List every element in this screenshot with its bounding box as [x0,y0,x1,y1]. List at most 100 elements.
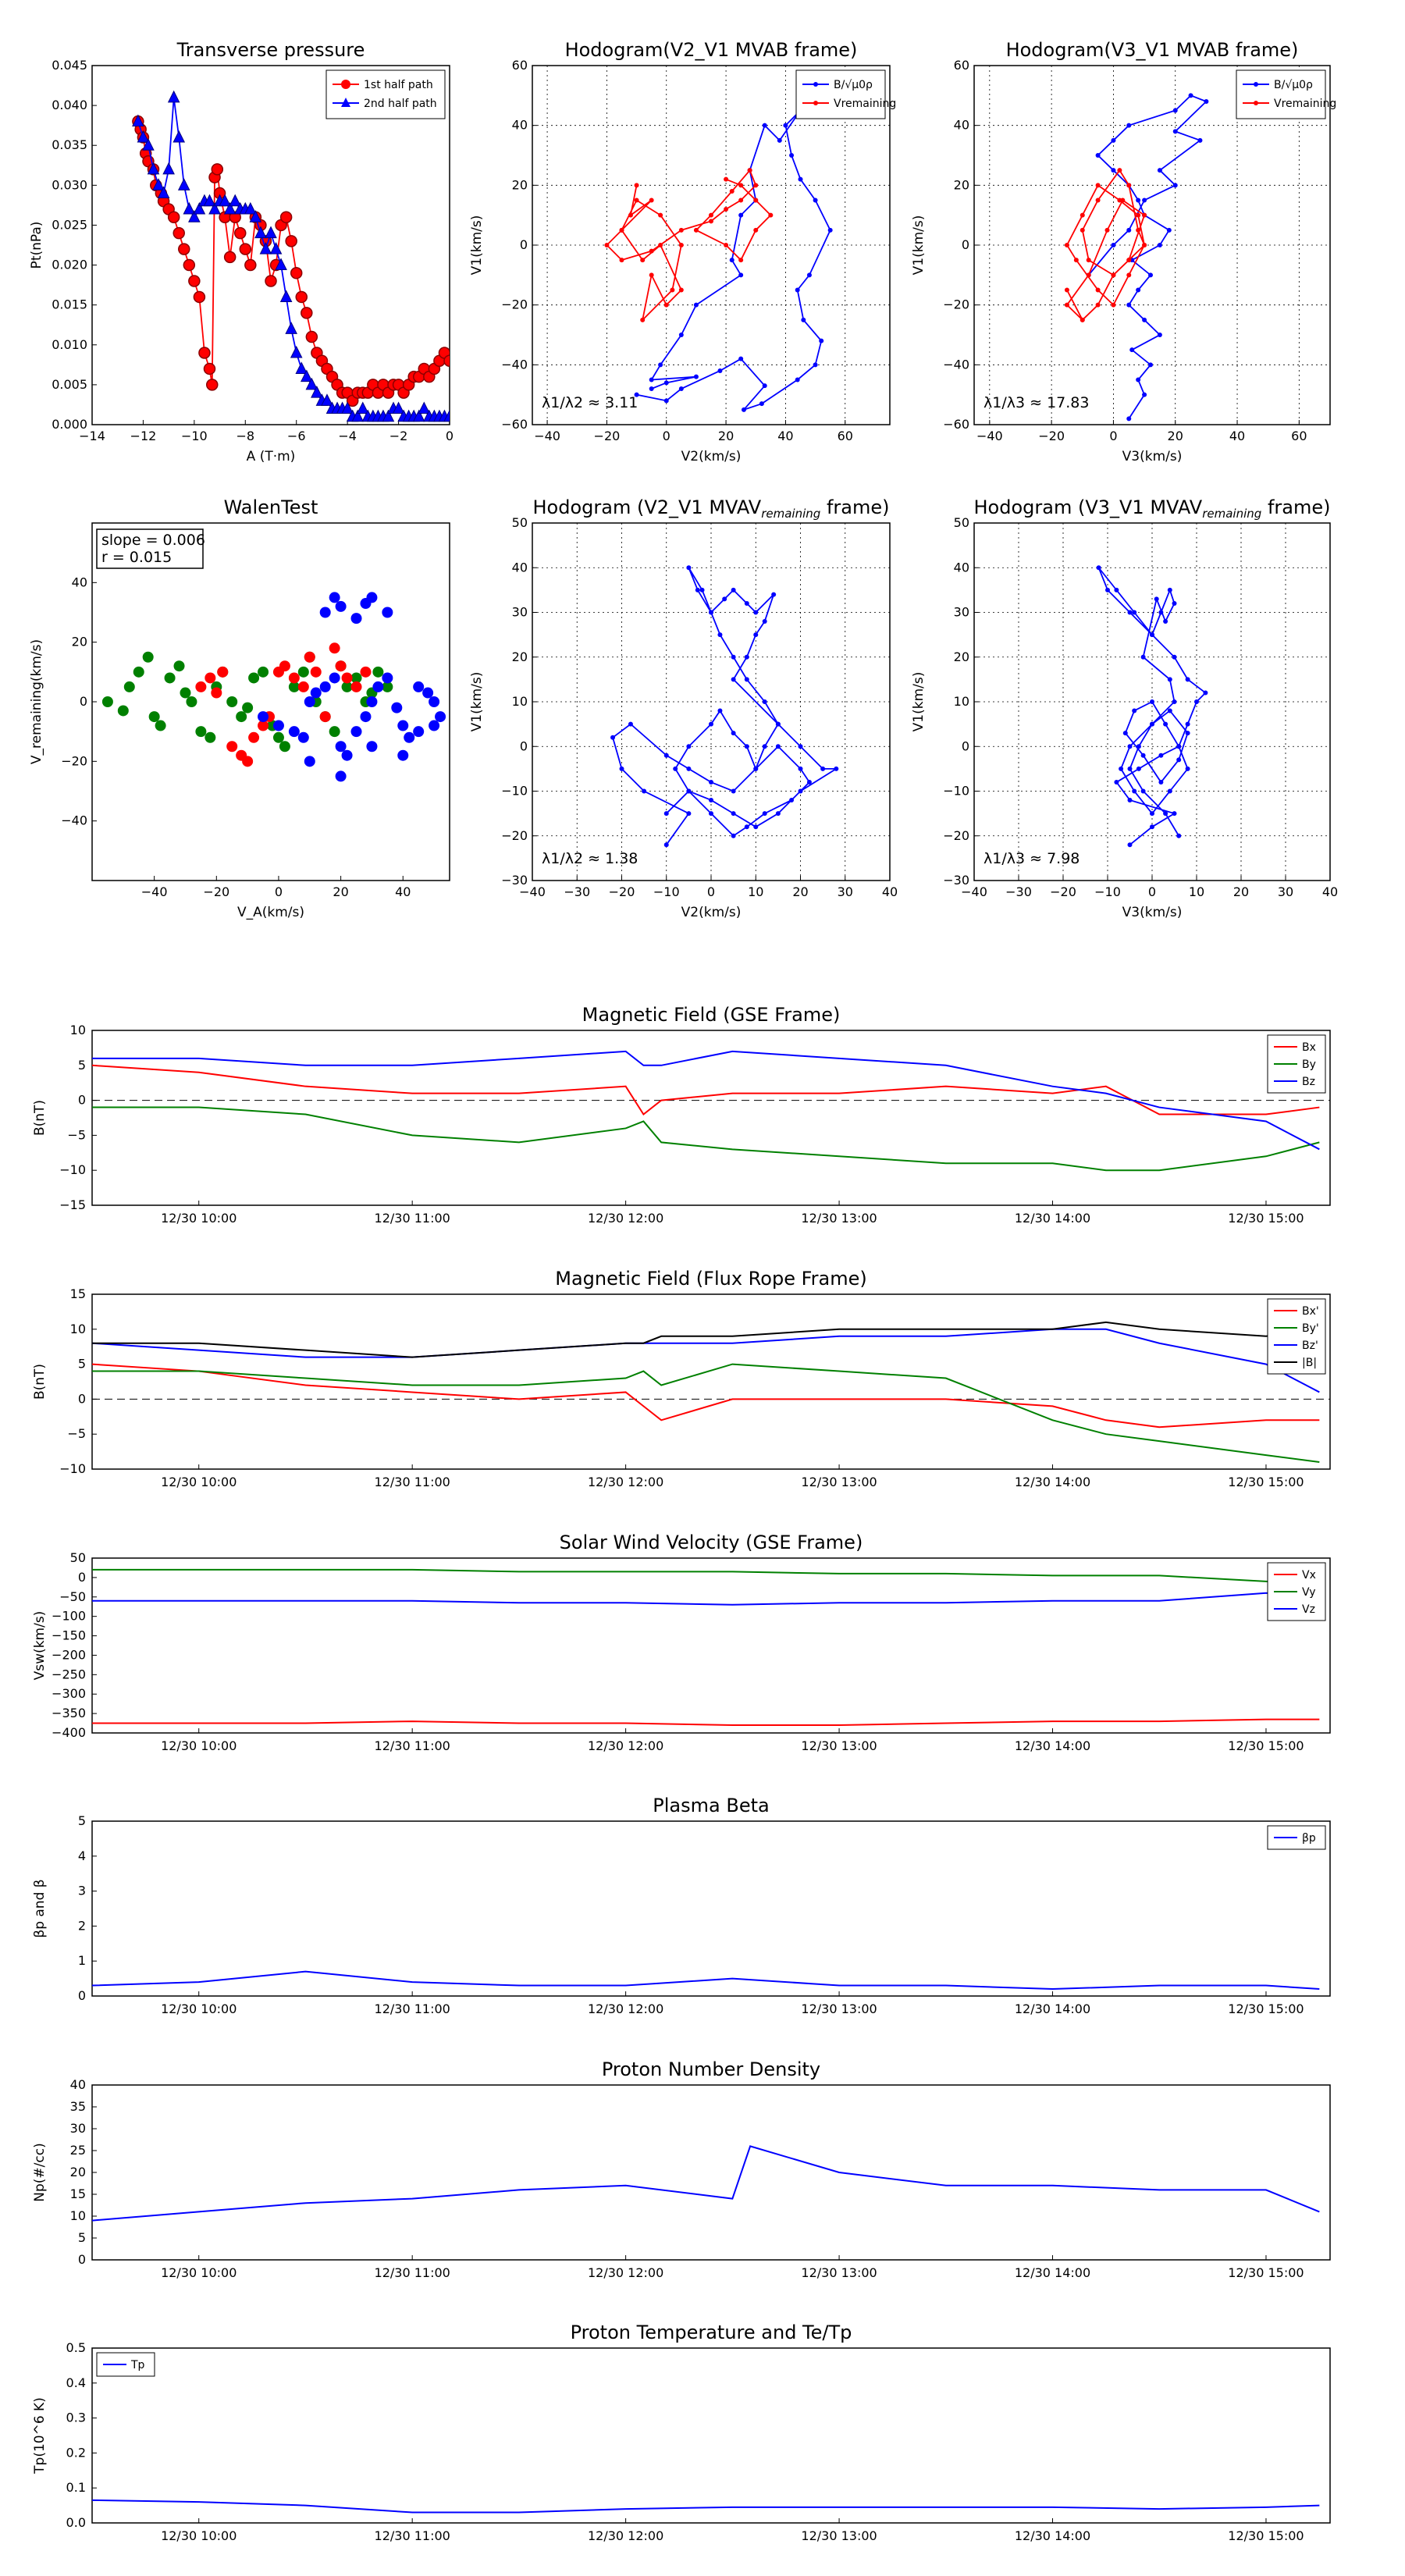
data-point [397,720,409,731]
data-point [366,696,378,707]
y-tick-label: −350 [52,1706,86,1720]
data-point [658,243,663,247]
data-point [1167,788,1172,794]
data-point [1142,197,1147,203]
x-tick-label: 12/30 14:00 [1015,1475,1090,1489]
data-point [1127,610,1133,615]
data-point [285,322,297,334]
data-point [382,409,395,422]
x-tick-label: 0 [275,884,283,899]
y-tick-label: −10 [59,1162,86,1177]
data-point [258,711,269,723]
x-tick-label: 12/30 15:00 [1228,1211,1304,1226]
y-axis-label: V1(km/s) [469,672,485,732]
data-point [382,672,393,684]
legend-label: Tp [130,2359,145,2371]
x-tick-label: −20 [1050,884,1076,899]
x-tick-label: 12/30 12:00 [588,2528,663,2543]
data-point [1114,780,1119,785]
data-point [1073,258,1079,263]
data-point [329,672,340,684]
x-tick-label: −10 [1094,884,1121,899]
y-tick-label: −20 [943,297,969,312]
plot-area [92,1050,1320,1172]
x-tick-label: 40 [1322,884,1338,899]
x-tick-label: 0 [446,429,454,443]
data-point [717,368,723,373]
data-point [360,711,372,723]
data-point [663,753,669,758]
series-line-blue [92,2145,1320,2222]
data-point [265,226,277,239]
plot-frame [91,522,450,881]
data-point [762,383,767,389]
data-point [724,176,729,182]
data-point [1126,123,1132,128]
legend: Bx By Bz [1267,1034,1326,1094]
data-point [731,811,736,817]
data-point [443,409,450,422]
legend-label: Vremaining [1274,98,1336,110]
legend-label: βp [1302,1832,1316,1845]
legend-marker [1254,101,1258,105]
data-point [789,797,795,802]
x-tick-label: 40 [777,429,793,443]
data-point [418,401,431,415]
y-tick-label: 0 [962,738,969,753]
data-point [709,797,713,802]
data-point [738,183,744,188]
series-line [636,109,831,411]
data-point [279,741,290,753]
data-point [1172,108,1178,113]
data-point [413,681,425,692]
data-point [762,699,767,704]
legend-label: Bx [1302,1041,1316,1054]
x-tick-label: 12/30 13:00 [801,2001,877,2016]
data-point [777,137,782,143]
data-point [132,114,144,127]
data-point [310,687,322,699]
data-point [288,726,300,738]
data-point [686,788,692,794]
y-tick-label: 0.005 [52,377,87,392]
data-point [300,369,313,382]
x-tick-label: 12/30 13:00 [801,1738,877,1753]
data-point [223,251,237,264]
data-point [1150,632,1154,638]
chart-title: Proton Temperature and Te/Tp [571,2322,852,2343]
y-tick-label: 30 [954,605,969,620]
data-point [186,696,197,707]
data-point [183,258,196,272]
x-tick-label: 40 [882,884,898,899]
series-line [1065,169,1146,322]
data-point [173,226,185,240]
legend: B/√μ0ρ Vremaining [795,69,896,119]
data-point [634,183,639,188]
data-point [123,681,135,692]
data-point [265,275,277,287]
x-tick-label: −8 [236,429,254,443]
y-tick-label: 5 [78,2230,86,2245]
series-green [101,651,393,753]
y-tick-label: 50 [512,515,528,530]
data-point [413,726,425,738]
data-point [148,711,160,723]
x-tick-label: −14 [79,429,105,443]
data-point [290,267,303,279]
data-point [350,681,362,692]
y-tick-label: −30 [943,873,969,888]
data-point [1172,183,1178,188]
y-tick-label: 10 [512,694,528,709]
data-point [1136,766,1141,771]
data-point [162,162,175,175]
data-point [288,681,300,692]
data-point [795,287,800,293]
series-line-tp [92,2499,1320,2514]
data-point [744,677,749,682]
data-point [1132,788,1137,794]
y-tick-label: 40 [72,575,87,589]
data-point [753,197,759,203]
data-point [1117,168,1122,173]
plot-area [92,1321,1320,1464]
y-tick-label: −40 [501,357,528,372]
